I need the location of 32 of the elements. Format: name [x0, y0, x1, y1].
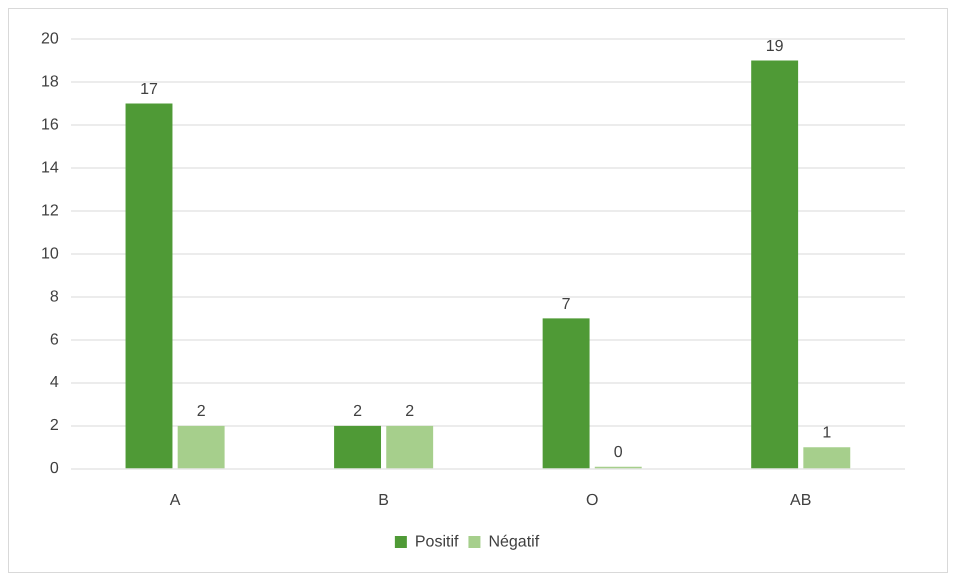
bar [542, 318, 590, 468]
bar [803, 447, 850, 468]
bar [178, 426, 225, 468]
y-tick-label: 0 [50, 460, 59, 478]
bar [386, 426, 434, 468]
data-label: 19 [766, 38, 784, 55]
bar [334, 426, 382, 468]
y-tick-label: 20 [41, 30, 59, 48]
y-tick-label: 10 [41, 245, 59, 262]
y-tick-label: 6 [50, 331, 59, 348]
y-tick-label: 2 [50, 417, 59, 434]
legend-label: Négatif [488, 533, 540, 550]
data-label: 2 [196, 403, 206, 420]
x-tick-label: A [170, 492, 181, 509]
y-tick-label: 8 [50, 288, 59, 306]
bar [751, 60, 798, 468]
data-label: 2 [353, 403, 362, 420]
y-tick-label: 14 [41, 159, 59, 176]
y-tick-label: 12 [41, 202, 59, 220]
data-label: 17 [140, 80, 158, 98]
x-tick-label: O [586, 492, 598, 509]
bar [126, 103, 172, 468]
data-label: 0 [614, 444, 623, 462]
y-tick-label: 18 [41, 73, 59, 90]
data-label: 2 [405, 403, 414, 420]
x-tick-label: AB [790, 492, 812, 509]
x-tick-label: B [378, 492, 389, 509]
legend-label: Positif [414, 533, 459, 550]
data-label: 7 [562, 296, 571, 313]
y-tick-label: 16 [41, 116, 59, 134]
y-tick-label: 4 [50, 374, 59, 392]
data-label: 1 [822, 424, 832, 442]
